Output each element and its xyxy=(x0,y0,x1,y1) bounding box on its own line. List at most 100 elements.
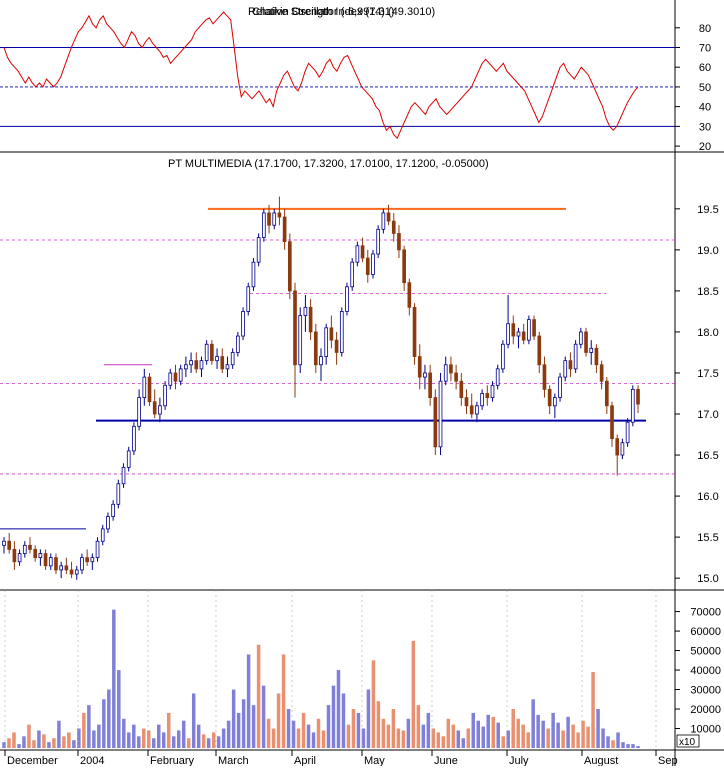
volume-bar xyxy=(256,644,261,748)
volume-bar xyxy=(37,730,41,748)
candle-down xyxy=(433,397,438,448)
volume-bar xyxy=(581,720,585,748)
volume-bar xyxy=(456,730,461,748)
candle-down xyxy=(308,306,313,333)
volume-bar xyxy=(376,701,381,748)
candle-up xyxy=(116,483,121,505)
candle-up xyxy=(246,286,251,312)
volume-bar xyxy=(191,693,196,748)
candle-down xyxy=(391,220,396,234)
candle-down xyxy=(454,372,458,382)
candle-up xyxy=(553,397,557,407)
volume-bar xyxy=(466,728,471,748)
candle-up xyxy=(126,450,131,468)
candle-down xyxy=(152,401,157,415)
volume-bar xyxy=(521,724,525,748)
volume-panel: 10000 20000 30000 40000 50000 60000 70000 x10 xyxy=(2,607,721,748)
candle-down xyxy=(12,549,17,563)
candle-down xyxy=(210,343,214,362)
volume-bar xyxy=(52,738,56,748)
candle-up xyxy=(80,557,84,571)
volume-bar xyxy=(221,728,226,748)
volume-bar xyxy=(421,724,426,748)
volume-bar xyxy=(261,685,266,748)
volume-bar xyxy=(341,693,346,748)
price-title: PT MULTIMEDIA (17.1700, 17.3200, 17.0100… xyxy=(168,158,489,170)
price-panel: 15.0 15.5 16.0 16.5 17.0 17.5 18.0 18.5 19.0 19.5… xyxy=(0,158,719,585)
candle-up xyxy=(132,425,136,452)
candle-up xyxy=(443,364,448,382)
candle-down xyxy=(459,380,464,398)
volume-bar xyxy=(281,654,286,748)
candle-up xyxy=(516,331,521,337)
volume-bar xyxy=(481,726,485,748)
candle-up xyxy=(121,466,126,485)
rsi-tick-label: 70 xyxy=(699,42,711,54)
rsi-title: Relative Strength Index (14) (49.3010) xyxy=(248,6,435,18)
price-axis-ticks: 15.0 15.5 16.0 16.5 17.0 17.5 18.0 18.5 19.0 19.5 xyxy=(675,204,719,585)
volume-bar xyxy=(266,718,271,748)
candle-up xyxy=(241,311,245,337)
volume-bar xyxy=(216,736,221,748)
candle-down xyxy=(449,364,453,374)
candle-up xyxy=(100,528,105,542)
price-tick-label: 16.0 xyxy=(697,491,718,503)
candle-up xyxy=(90,557,95,563)
volume-bar xyxy=(326,705,331,748)
volume-bar xyxy=(541,720,545,748)
volume-bar xyxy=(336,670,341,748)
volume-bar xyxy=(561,730,565,748)
candle-down xyxy=(511,323,516,337)
volume-bar xyxy=(162,732,166,748)
volume-bar xyxy=(301,712,306,748)
volume-bar xyxy=(446,718,451,748)
candle-up xyxy=(2,540,6,546)
candle-down xyxy=(293,290,297,366)
volume-bar xyxy=(591,672,595,748)
volume-axis-ticks: 10000 20000 30000 40000 50000 60000 70000 xyxy=(675,607,721,736)
volume-multiplier-label: x10 xyxy=(679,737,696,748)
candle-down xyxy=(386,212,391,222)
volume-bar xyxy=(32,740,36,748)
volume-bar xyxy=(72,740,76,748)
volume-tick-label: 50000 xyxy=(690,646,721,658)
volume-bar xyxy=(171,736,176,748)
candle-down xyxy=(547,388,552,407)
volume-bar xyxy=(606,736,610,748)
volume-bar xyxy=(536,714,540,748)
volume-bar xyxy=(132,724,136,748)
candle-up xyxy=(423,372,427,378)
volume-bar xyxy=(47,742,51,748)
volume-bar xyxy=(411,640,416,748)
volume-bar xyxy=(331,685,336,748)
volume-bar xyxy=(471,712,476,748)
candle-down xyxy=(610,405,614,440)
volume-bar xyxy=(406,718,411,748)
time-tick-label: April xyxy=(294,755,316,766)
volume-bar xyxy=(596,709,600,748)
volume-bar xyxy=(291,720,296,748)
volume-bar xyxy=(346,724,351,748)
volume-bar xyxy=(501,736,505,748)
volume-bar xyxy=(431,728,436,748)
volume-bar xyxy=(616,732,620,748)
rsi-tick-label: 80 xyxy=(699,23,711,35)
candle-down xyxy=(7,540,12,550)
candle-down xyxy=(282,216,287,243)
volume-bar xyxy=(201,734,206,748)
volume-bar xyxy=(371,660,376,748)
volume-bar xyxy=(206,738,211,748)
volume-bar xyxy=(107,689,111,748)
candle-down xyxy=(267,212,271,226)
candle-up xyxy=(189,360,193,366)
candle-up xyxy=(625,421,630,444)
rsi-axis-ticks: 20 30 40 50 60 70 80 xyxy=(675,23,711,153)
volume-bar xyxy=(511,709,515,748)
volume-bar xyxy=(42,734,46,748)
candle-up xyxy=(17,553,22,563)
volume-bar xyxy=(416,705,421,748)
volume-bar xyxy=(566,716,570,748)
volume-bar xyxy=(361,728,366,748)
volume-bar xyxy=(122,718,126,748)
candle-up xyxy=(230,352,235,366)
